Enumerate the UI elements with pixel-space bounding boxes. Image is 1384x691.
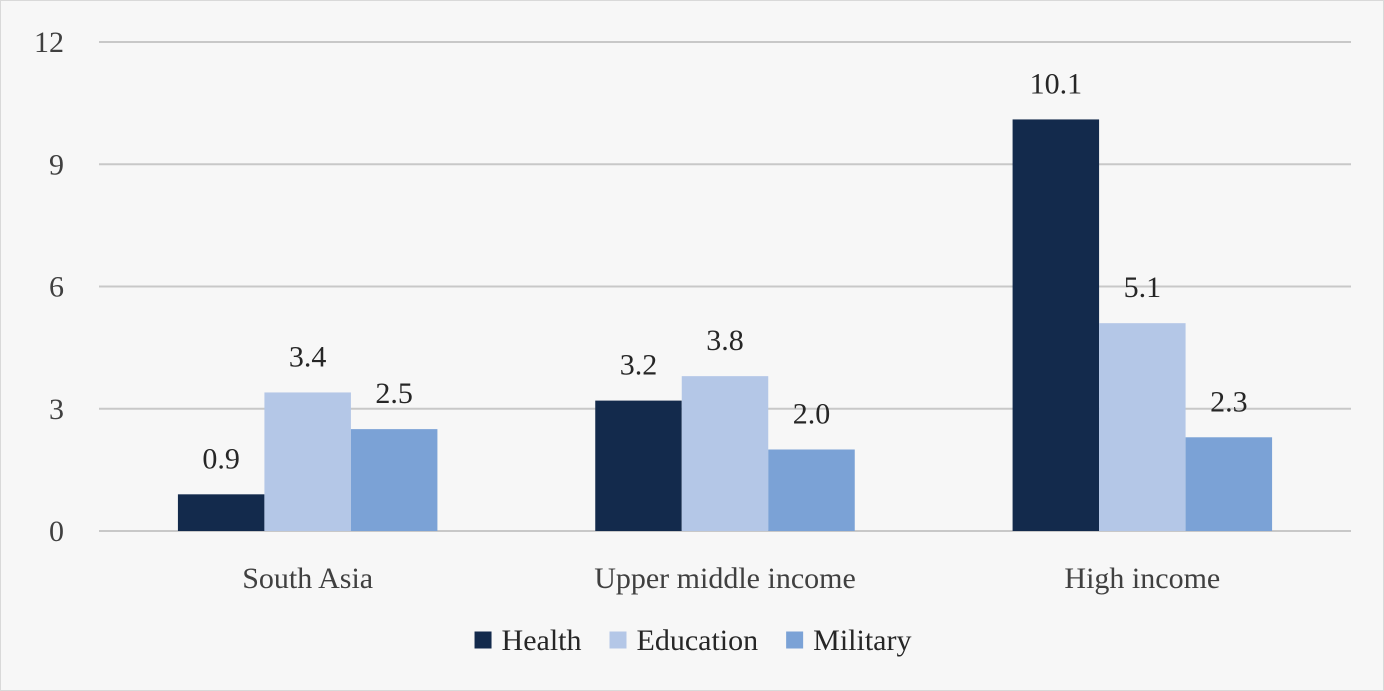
category-label-0: South Asia <box>242 562 373 595</box>
bar-military-0 <box>350 429 438 531</box>
bar-health-0 <box>177 494 265 531</box>
legend: Health Education Military <box>474 624 911 657</box>
bar-education-1 <box>681 376 769 531</box>
data-label-education-0: 3.4 <box>289 340 327 373</box>
bar-military-2 <box>1185 437 1273 531</box>
legend-swatch-education <box>609 631 627 649</box>
legend-swatch-health <box>474 631 492 649</box>
y-tick-label-6: 6 <box>49 271 64 304</box>
x-axis-categories: South Asia Upper middle income High income <box>242 562 1220 595</box>
bar-education-0 <box>264 392 351 531</box>
y-tick-label-9: 9 <box>49 148 64 181</box>
bars <box>177 119 1273 532</box>
y-tick-label-3: 3 <box>49 393 64 426</box>
y-tick-label-0: 0 <box>49 515 64 548</box>
data-label-military-2: 2.3 <box>1210 385 1248 418</box>
data-label-health-2: 10.1 <box>1030 67 1083 100</box>
legend-label-education: Education <box>637 624 759 657</box>
bar-health-1 <box>595 400 682 531</box>
legend-swatch-military <box>786 631 804 649</box>
legend-label-health: Health <box>502 624 582 657</box>
bar-military-1 <box>768 449 855 531</box>
legend-item-education: Education <box>609 624 759 657</box>
data-labels: 0.9 3.4 2.5 3.2 3.8 2.0 10.1 5.1 2.3 <box>202 67 1247 475</box>
data-label-military-1: 2.0 <box>793 398 831 431</box>
data-label-education-1: 3.8 <box>706 324 744 357</box>
legend-item-health: Health <box>474 624 582 657</box>
data-label-health-0: 0.9 <box>202 442 240 475</box>
legend-label-military: Military <box>813 624 911 657</box>
data-label-education-2: 5.1 <box>1124 271 1162 304</box>
category-label-2: High income <box>1064 562 1220 595</box>
data-label-health-1: 3.2 <box>620 349 658 382</box>
category-label-1: Upper middle income <box>594 562 856 595</box>
y-axis-ticks: 0 3 6 9 12 <box>34 26 64 548</box>
data-label-military-0: 2.5 <box>375 377 413 410</box>
bar-education-2 <box>1099 323 1186 531</box>
y-tick-label-12: 12 <box>34 26 64 59</box>
bar-health-2 <box>1012 119 1100 532</box>
legend-item-military: Military <box>786 624 911 657</box>
